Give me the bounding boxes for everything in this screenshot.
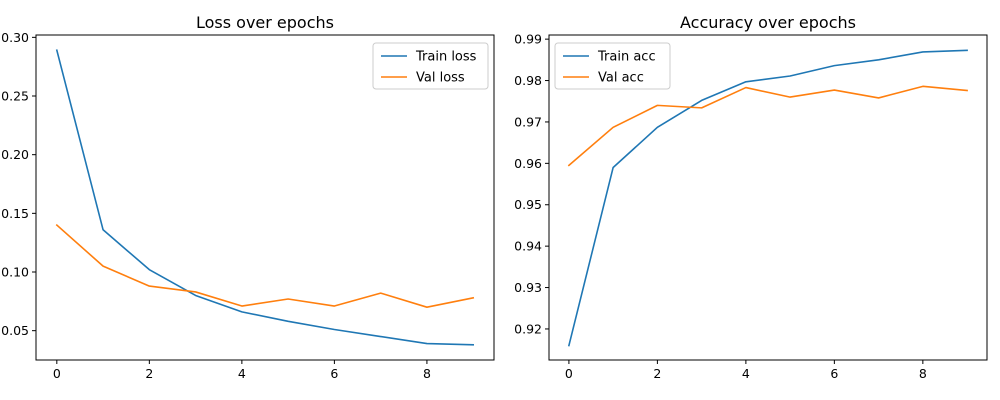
y-tick-label: 0.10 bbox=[1, 265, 29, 280]
y-tick-label: 0.92 bbox=[514, 321, 542, 336]
series-line-val-loss bbox=[55, 223, 475, 309]
series-line-val-acc bbox=[567, 85, 968, 167]
x-tick-label: 6 bbox=[330, 366, 338, 381]
legend-label: Val acc bbox=[598, 71, 644, 86]
y-tick-label: 0.20 bbox=[1, 147, 29, 162]
x-tick-label: 2 bbox=[145, 366, 153, 381]
chart-title: Accuracy over epochs bbox=[680, 13, 856, 32]
legend-label: Train loss bbox=[415, 50, 477, 65]
y-tick-label: 0.05 bbox=[1, 323, 29, 338]
y-tick-label: 0.15 bbox=[1, 206, 29, 221]
legend-label: Train acc bbox=[597, 50, 656, 65]
x-tick-label: 8 bbox=[423, 366, 431, 381]
legend: Train acc Val acc bbox=[554, 42, 671, 90]
chart-title: Loss over epochs bbox=[196, 13, 334, 32]
x-tick-label: 8 bbox=[919, 366, 927, 381]
y-tick-label: 0.97 bbox=[514, 114, 542, 129]
legend-label: Val loss bbox=[416, 71, 465, 86]
legend: Train loss Val loss bbox=[372, 42, 489, 90]
series-line-train-acc bbox=[567, 49, 968, 347]
loss-chart: Loss over epochs 0 2 4 6 8 0.05 0.10 0.15 0.20 0.2… bbox=[1, 13, 495, 381]
y-tick-label: 0.94 bbox=[514, 239, 542, 254]
y-tick-label: 0.25 bbox=[1, 89, 29, 104]
y-tick-label: 0.95 bbox=[514, 197, 542, 212]
axes-frame bbox=[548, 34, 988, 361]
x-tick-label: 4 bbox=[742, 366, 750, 381]
y-tick-label: 0.98 bbox=[514, 73, 542, 88]
x-tick-label: 4 bbox=[238, 366, 246, 381]
accuracy-chart: Accuracy over epochs 0 2 4 6 8 0.92 0.93 0.94 0.9… bbox=[514, 13, 988, 381]
y-tick-label: 0.96 bbox=[514, 156, 542, 171]
x-tick-label: 6 bbox=[830, 366, 838, 381]
y-tick-label: 0.99 bbox=[514, 32, 542, 47]
x-tick-label: 0 bbox=[565, 366, 573, 381]
y-tick-label: 0.30 bbox=[1, 30, 29, 45]
axes-frame bbox=[35, 34, 495, 361]
y-tick-label: 0.93 bbox=[514, 280, 542, 295]
x-tick-label: 0 bbox=[53, 366, 61, 381]
series-line-train-loss bbox=[55, 49, 475, 346]
x-tick-label: 2 bbox=[653, 366, 661, 381]
